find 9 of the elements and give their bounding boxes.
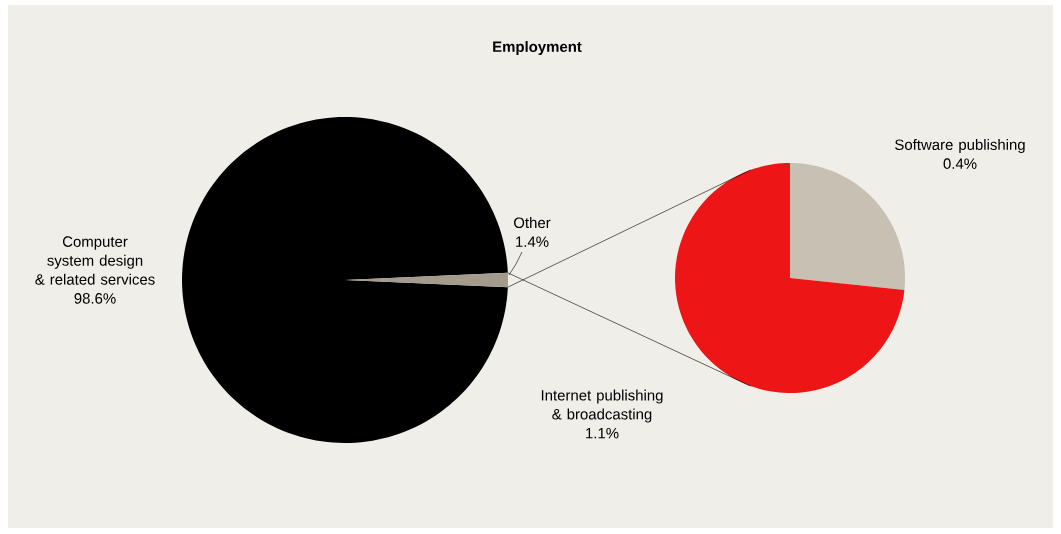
data-label: 1.1% xyxy=(586,427,619,439)
chart-title: Employment xyxy=(493,41,582,55)
data-label: 1.4% xyxy=(516,236,549,247)
slice-label: Computer system design & related services xyxy=(35,236,155,285)
data-label: 0.4% xyxy=(943,158,977,169)
slice-label: Internet publishing & broadcasting xyxy=(541,389,663,423)
data-label: 98.6% xyxy=(74,293,116,304)
slice-label: Other xyxy=(514,217,551,229)
slice-label: Software publishing xyxy=(895,139,1025,153)
